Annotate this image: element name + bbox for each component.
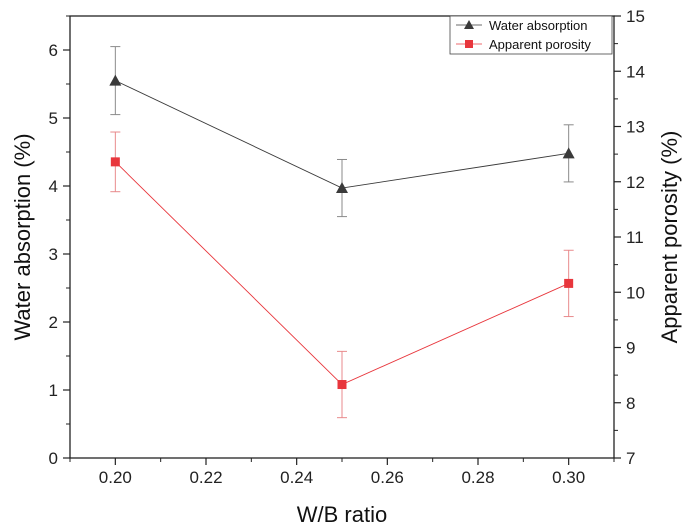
x-axis-title: W/B ratio bbox=[297, 502, 387, 527]
x-tick-label: 0.26 bbox=[371, 468, 404, 487]
right-y-axis: 7 8 9 10 11 12 13 14 15 bbox=[614, 7, 645, 468]
legend-water-absorption-marker bbox=[464, 20, 474, 29]
legend-apparent-porosity-label: Apparent porosity bbox=[489, 37, 591, 52]
apparent-porosity-point bbox=[337, 380, 347, 390]
legend-apparent-porosity-marker bbox=[465, 40, 473, 48]
left-y-axis-title: Water absorption (%) bbox=[10, 133, 35, 340]
legend-box bbox=[449, 15, 613, 55]
right-y-tick-label: 8 bbox=[626, 394, 635, 413]
water-absorption-point bbox=[562, 147, 575, 159]
right-y-tick-label: 15 bbox=[626, 7, 645, 26]
left-y-tick-label: 6 bbox=[49, 41, 58, 60]
left-y-tick-label: 4 bbox=[49, 177, 58, 196]
series-water-absorption bbox=[109, 46, 575, 218]
x-tick-label: 0.22 bbox=[189, 468, 222, 487]
left-y-tick-label: 0 bbox=[49, 449, 58, 468]
water-absorption-point bbox=[109, 74, 122, 86]
right-y-tick-label: 11 bbox=[626, 228, 644, 247]
apparent-porosity-point bbox=[564, 278, 574, 288]
x-axis: 0.20 0.22 0.24 0.26 0.28 0.30 bbox=[69, 458, 615, 487]
right-y-tick-label: 9 bbox=[626, 339, 635, 358]
left-y-tick-label: 2 bbox=[49, 313, 58, 332]
water-absorption-point bbox=[336, 182, 348, 194]
right-y-tick-label: 7 bbox=[626, 449, 635, 468]
x-tick-label: 0.20 bbox=[99, 468, 132, 487]
series-layer bbox=[109, 46, 575, 419]
series-apparent-porosity bbox=[110, 131, 574, 419]
legend: Water absorption Apparent porosity bbox=[449, 15, 613, 55]
left-y-axis: 0 1 2 3 4 5 6 bbox=[49, 15, 70, 468]
left-y-tick-label: 3 bbox=[49, 245, 58, 264]
x-tick-label: 0.24 bbox=[280, 468, 313, 487]
left-y-tick-label: 5 bbox=[49, 109, 58, 128]
right-y-tick-label: 14 bbox=[626, 62, 645, 81]
left-y-tick-label: 1 bbox=[49, 381, 58, 400]
right-y-axis-title: Apparent porosity (%) bbox=[657, 131, 682, 344]
apparent-porosity-point bbox=[110, 157, 120, 167]
x-tick-label: 0.28 bbox=[461, 468, 494, 487]
right-y-tick-label: 13 bbox=[626, 118, 645, 137]
legend-water-absorption-label: Water absorption bbox=[489, 18, 588, 33]
x-tick-label: 0.30 bbox=[552, 468, 585, 487]
right-y-tick-label: 12 bbox=[626, 173, 645, 192]
right-y-tick-label: 10 bbox=[626, 283, 645, 302]
